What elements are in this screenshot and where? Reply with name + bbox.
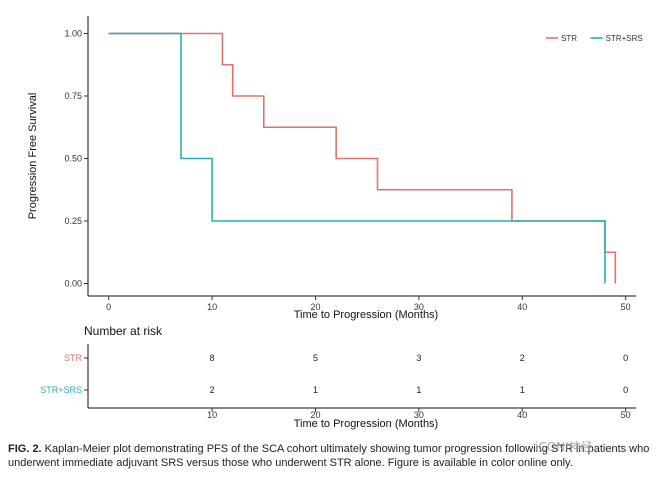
risk-x-tick-label: 10 xyxy=(207,410,217,420)
risk-x-tick-label: 50 xyxy=(621,410,631,420)
legend-label: STR+SRS xyxy=(606,34,643,43)
risk-count: 0 xyxy=(623,353,628,363)
legend: STR STR+SRS xyxy=(546,34,643,43)
km-x-tick-label: 0 xyxy=(106,302,111,312)
km-x-axis-title: Time to Progression (Months) xyxy=(294,309,438,321)
km-curve-str-srs xyxy=(108,32,606,284)
risk-rows: STR 8 5 3 2 0 STR+SRS 2 1 1 1 0 xyxy=(40,353,628,395)
km-series xyxy=(108,32,617,284)
km-x-tick-label: 40 xyxy=(517,302,527,312)
km-x-tick-label: 20 xyxy=(310,302,320,312)
risk-table-title: Number at risk xyxy=(84,324,163,338)
km-x-ticks: 0 10 20 30 40 50 xyxy=(106,296,631,312)
risk-row-label: STR xyxy=(64,353,83,363)
km-x-tick-label: 30 xyxy=(414,302,424,312)
km-y-tick-label: 0.00 xyxy=(64,279,82,289)
risk-count: 1 xyxy=(520,385,525,395)
risk-count: 8 xyxy=(210,353,215,363)
km-y-ticks: 0.00 0.25 0.50 0.75 1.00 xyxy=(64,29,88,289)
caption-label: FIG. 2. xyxy=(8,443,42,455)
caption-text: Kaplan-Meier plot demonstrating PFS of t… xyxy=(8,443,650,469)
figure-caption: FIG. 2. Kaplan-Meier plot demonstrating … xyxy=(8,442,663,470)
km-y-tick-label: 0.50 xyxy=(64,154,82,164)
legend-label: STR xyxy=(561,34,577,43)
risk-count: 5 xyxy=(313,353,318,363)
km-y-axis-title: Progression Free Survival xyxy=(27,93,39,220)
risk-x-tick-label: 20 xyxy=(310,410,320,420)
km-x-tick-label: 50 xyxy=(621,302,631,312)
watermark: iCONI神经 xyxy=(535,440,593,454)
km-y-tick-label: 1.00 xyxy=(64,29,82,39)
risk-x-tick-label: 40 xyxy=(517,410,527,420)
risk-count: 2 xyxy=(210,385,215,395)
risk-count: 3 xyxy=(416,353,421,363)
risk-count: 0 xyxy=(623,385,628,395)
km-plot: 0.00 0.25 0.50 0.75 1.00 0 10 20 30 40 50 Progres… xyxy=(27,16,643,321)
risk-count: 1 xyxy=(313,385,318,395)
risk-x-ticks: 10 20 30 40 50 xyxy=(207,408,631,420)
risk-x-axis-title: Time to Progression (Months) xyxy=(294,418,438,430)
risk-x-tick-label: 30 xyxy=(414,410,424,420)
risk-row-label: STR+SRS xyxy=(40,385,82,395)
km-x-tick-label: 10 xyxy=(207,302,217,312)
km-y-tick-label: 0.25 xyxy=(64,216,82,226)
risk-count: 1 xyxy=(416,385,421,395)
km-y-tick-label: 0.75 xyxy=(64,91,82,101)
risk-count: 2 xyxy=(520,353,525,363)
